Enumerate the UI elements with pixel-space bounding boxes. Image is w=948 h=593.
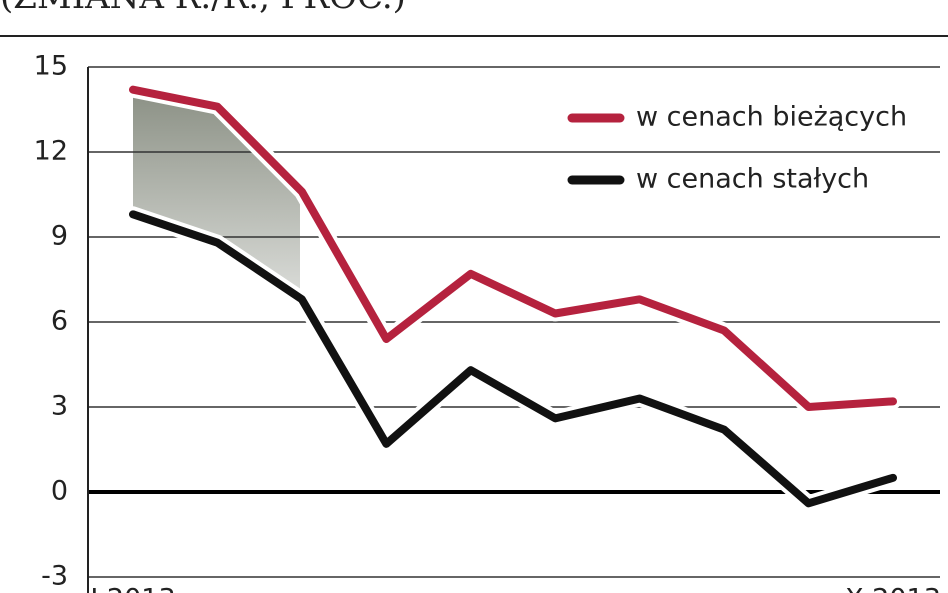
y-tick-label: 9 — [51, 221, 68, 252]
x-tick-label: X 2013 — [845, 584, 941, 593]
y-tick-label: 15 — [34, 51, 68, 82]
series-line — [129, 85, 897, 411]
lines — [125, 81, 901, 512]
y-tick-label: 12 — [34, 136, 68, 167]
y-tick-label: -3 — [41, 561, 68, 592]
legend-label: w cenach bieżących — [636, 102, 907, 133]
series-line — [129, 210, 897, 508]
chart-subtitle: (ZMIANA R./R., PROC.) — [0, 0, 406, 17]
y-tick-label: 6 — [51, 306, 68, 337]
x-tick-label: I 2013 — [90, 584, 175, 593]
shade-decoration — [133, 88, 300, 390]
legend-label: w cenach stałych — [636, 164, 869, 195]
y-tick-label: 3 — [51, 391, 68, 422]
y-tick-label: 0 — [51, 476, 68, 507]
